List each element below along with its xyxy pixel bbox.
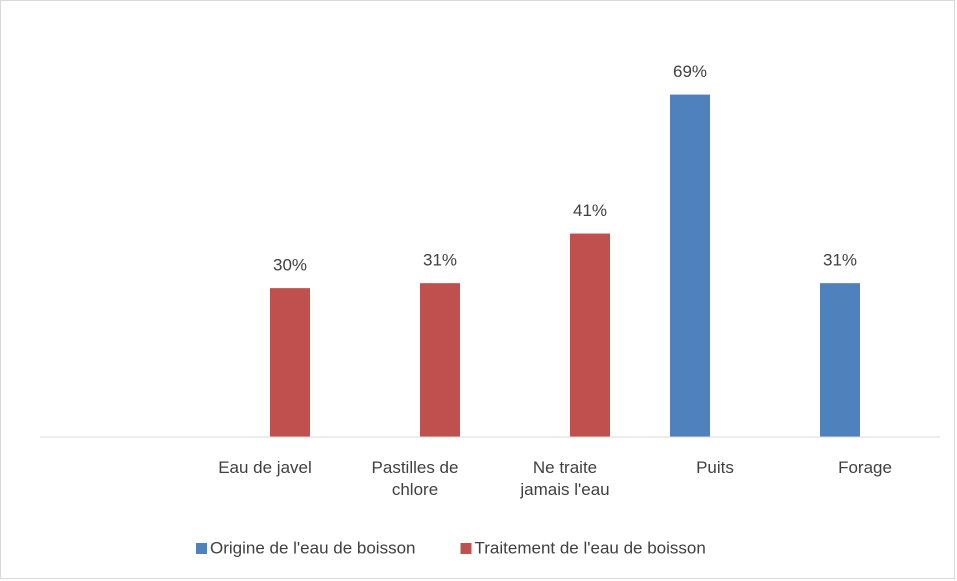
data-label: 31% [823, 251, 857, 270]
legend-swatch [460, 543, 472, 554]
data-label: 41% [573, 201, 607, 220]
x-tick-label: Puits [696, 458, 734, 477]
legend-label: Traitement de l'eau de boisson [475, 538, 706, 557]
bar [420, 283, 460, 437]
bar [670, 94, 710, 438]
x-tick-label: Eau de javel [218, 458, 312, 477]
data-label: 69% [673, 62, 707, 81]
bar [270, 288, 310, 437]
data-label: 31% [423, 251, 457, 270]
x-tick-label: Ne traite jamais l'eau [520, 458, 610, 499]
bar [820, 283, 860, 437]
legend-label: Origine de l'eau de boisson [210, 538, 416, 557]
bar [570, 233, 610, 437]
legend-swatch [196, 543, 207, 554]
x-tick-label: Pastilles de chlore [371, 458, 459, 499]
x-tick-label: Forage [838, 458, 892, 477]
data-label: 30% [273, 256, 307, 275]
